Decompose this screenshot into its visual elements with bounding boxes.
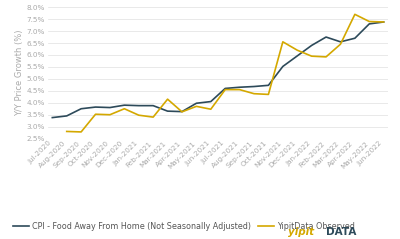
CPI - Food Away From Home (Not Seasonally Adjusted): [252, 85, 256, 88]
CPI - Food Away From Home (Not Seasonally Adjusted): [165, 110, 170, 113]
CPI - Food Away From Home (Not Seasonally Adjusted): [280, 65, 285, 68]
Text: DATA: DATA: [326, 227, 356, 237]
Line: YipitData Observed: YipitData Observed: [67, 14, 384, 132]
CPI - Food Away From Home (Not Seasonally Adjusted): [122, 104, 127, 107]
YipitData Observed: [280, 40, 285, 43]
CPI - Food Away From Home (Not Seasonally Adjusted): [266, 84, 271, 87]
YipitData Observed: [194, 105, 199, 108]
YipitData Observed: [151, 116, 156, 119]
CPI - Food Away From Home (Not Seasonally Adjusted): [352, 37, 357, 40]
YipitData Observed: [338, 43, 343, 46]
CPI - Food Away From Home (Not Seasonally Adjusted): [381, 21, 386, 23]
Line: CPI - Food Away From Home (Not Seasonally Adjusted): CPI - Food Away From Home (Not Seasonall…: [52, 22, 384, 118]
CPI - Food Away From Home (Not Seasonally Adjusted): [136, 104, 141, 107]
CPI - Food Away From Home (Not Seasonally Adjusted): [194, 102, 199, 105]
CPI - Food Away From Home (Not Seasonally Adjusted): [208, 100, 213, 103]
Text: yipit: yipit: [288, 227, 314, 237]
CPI - Food Away From Home (Not Seasonally Adjusted): [309, 44, 314, 47]
YipitData Observed: [165, 98, 170, 101]
YipitData Observed: [237, 88, 242, 91]
YipitData Observed: [295, 49, 300, 52]
YipitData Observed: [93, 113, 98, 116]
YipitData Observed: [367, 20, 372, 23]
YipitData Observed: [309, 55, 314, 58]
CPI - Food Away From Home (Not Seasonally Adjusted): [295, 54, 300, 57]
CPI - Food Away From Home (Not Seasonally Adjusted): [108, 106, 112, 109]
CPI - Food Away From Home (Not Seasonally Adjusted): [324, 36, 328, 38]
YipitData Observed: [64, 130, 69, 133]
CPI - Food Away From Home (Not Seasonally Adjusted): [237, 86, 242, 89]
YipitData Observed: [252, 92, 256, 95]
YipitData Observed: [266, 93, 271, 96]
CPI - Food Away From Home (Not Seasonally Adjusted): [79, 107, 84, 110]
YipitData Observed: [136, 114, 141, 117]
YipitData Observed: [324, 55, 328, 58]
CPI - Food Away From Home (Not Seasonally Adjusted): [50, 116, 55, 119]
Legend: CPI - Food Away From Home (Not Seasonally Adjusted), YipitData Observed: CPI - Food Away From Home (Not Seasonall…: [10, 219, 358, 234]
YipitData Observed: [223, 88, 228, 91]
CPI - Food Away From Home (Not Seasonally Adjusted): [338, 40, 343, 43]
CPI - Food Away From Home (Not Seasonally Adjusted): [223, 87, 228, 90]
YipitData Observed: [208, 108, 213, 111]
YipitData Observed: [381, 21, 386, 23]
YipitData Observed: [79, 130, 84, 133]
CPI - Food Away From Home (Not Seasonally Adjusted): [93, 106, 98, 109]
Y-axis label: Y/Y Price Growth (%): Y/Y Price Growth (%): [15, 30, 24, 116]
YipitData Observed: [352, 13, 357, 16]
YipitData Observed: [180, 110, 184, 113]
YipitData Observed: [122, 107, 127, 110]
CPI - Food Away From Home (Not Seasonally Adjusted): [64, 114, 69, 117]
CPI - Food Away From Home (Not Seasonally Adjusted): [151, 104, 156, 107]
YipitData Observed: [108, 113, 112, 116]
CPI - Food Away From Home (Not Seasonally Adjusted): [180, 110, 184, 113]
CPI - Food Away From Home (Not Seasonally Adjusted): [367, 22, 372, 25]
